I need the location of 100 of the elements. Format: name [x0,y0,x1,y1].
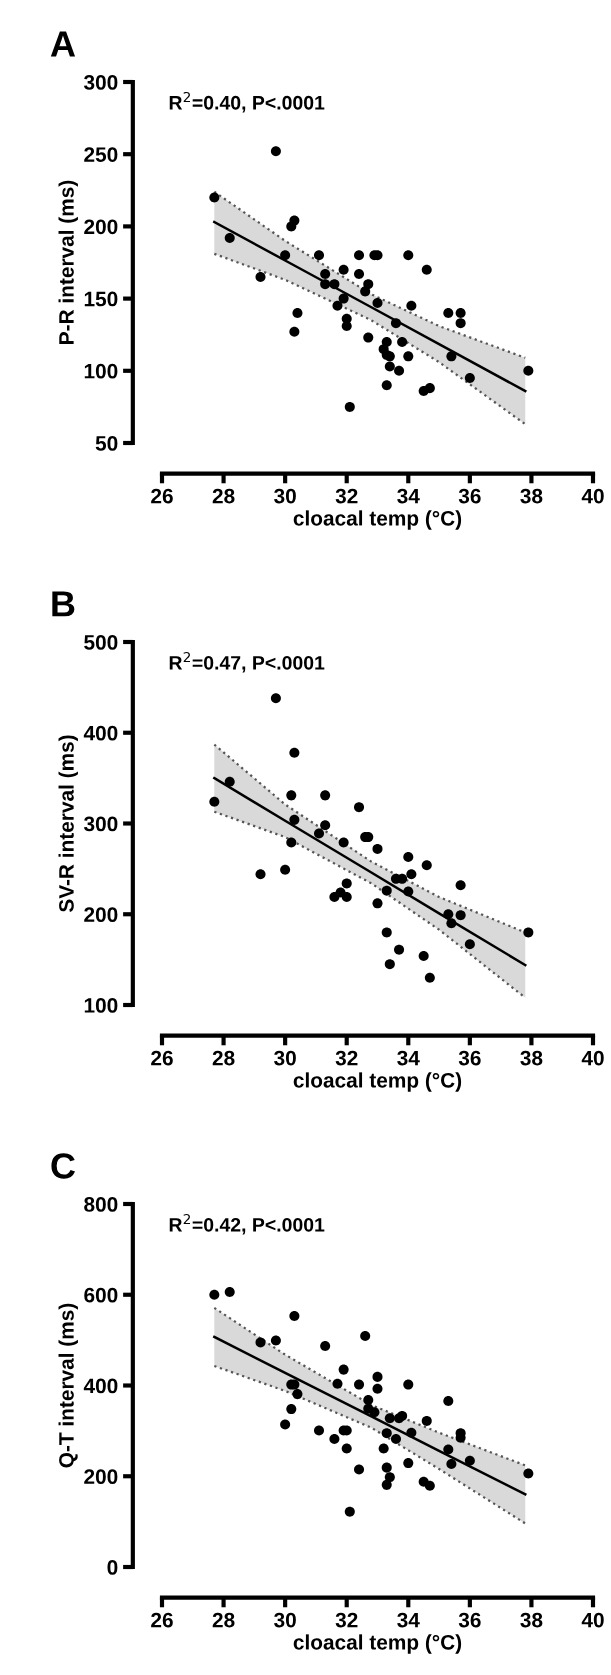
x-tick-label: 30 [274,1050,296,1066]
point [320,820,331,831]
point [381,885,392,896]
x-tick-label: 30 [274,1612,296,1628]
point [421,860,432,871]
x-tick-label: 38 [520,1050,543,1066]
point [406,869,417,880]
y-tick-label: 400 [83,1378,118,1394]
x-tick-label: 32 [335,488,358,504]
point [421,1415,432,1426]
point [372,898,383,909]
point [354,269,365,280]
point [397,336,408,347]
point [403,886,414,897]
annotation: R$^{2}$=0.42, P<.0001 [169,1213,325,1235]
point [320,790,331,801]
point [209,1289,220,1300]
x-tick-label: 26 [151,488,173,504]
x-tick-label: 36 [458,1050,481,1066]
point [209,796,220,807]
point [424,1480,435,1491]
point [372,297,383,308]
point [338,264,349,275]
y-axis-title: P-R interval (ms) [58,180,78,344]
point [289,1311,300,1322]
point [329,279,340,290]
point [372,843,383,854]
y-tick-label: 100 [84,998,118,1013]
point [354,1464,365,1475]
line-series [213,776,527,967]
point [289,814,300,825]
point [443,1395,454,1406]
point [320,269,331,280]
chart-title: C [51,1153,76,1179]
point [446,1458,457,1470]
point [332,300,343,311]
point [341,892,352,903]
point [406,1427,417,1438]
x-axis-title: cloacal temp (°C) [293,1072,462,1092]
x-tick-label: 30 [274,488,296,504]
point [255,271,266,282]
y-tick-label: 300 [83,75,118,90]
point [424,972,435,983]
y-axis-title: Q-T interval (ms) [58,1303,78,1468]
point [403,1379,414,1390]
point [314,250,325,261]
y-tick-label: 100 [84,363,118,379]
point [455,318,466,329]
point [224,232,235,243]
point [270,146,281,157]
point [280,864,291,875]
point [455,308,466,319]
x-tick-label: 40 [581,1612,604,1628]
point [341,321,352,332]
point [403,351,414,362]
y-tick-label: 400 [83,725,118,741]
point [384,1472,395,1483]
point [372,1383,383,1394]
y-tick-label: 600 [84,1287,118,1303]
annotation: R$^{2}$=0.47, P<.0001 [169,651,325,673]
x-tick-label: 36 [458,488,481,504]
point [443,909,454,920]
point [314,1425,325,1436]
point [289,215,300,226]
point [381,380,392,391]
point [344,401,355,412]
point [421,264,432,275]
y-tick-label: 500 [84,635,118,650]
point [286,1404,297,1415]
point [406,300,417,311]
chart-title: A [50,31,76,57]
point [270,693,281,704]
point [394,944,405,955]
point [341,878,352,889]
point [360,1331,371,1342]
point [270,1335,281,1346]
point [446,351,457,362]
chart-title: B [52,591,75,617]
point [403,852,414,863]
line-series [213,220,527,393]
point [381,1462,392,1473]
x-tick-label: 40 [581,1050,604,1066]
annotation: R$^{2}$=0.40, P<.0001 [169,91,325,113]
point [363,1395,374,1406]
point [523,1468,534,1479]
x-tick-label: 32 [335,1050,358,1066]
line-series [213,252,527,426]
x-tick-label: 32 [335,1612,358,1628]
point [292,1389,303,1400]
point [464,1455,475,1466]
x-tick-label: 34 [397,1050,420,1066]
point [384,361,395,372]
x-tick-label: 26 [151,1612,173,1628]
point [341,1443,352,1454]
point [354,1379,365,1390]
point [381,927,392,938]
y-tick-label: 800 [84,1197,118,1212]
point [443,308,454,319]
point [338,837,349,848]
point [255,1337,266,1348]
